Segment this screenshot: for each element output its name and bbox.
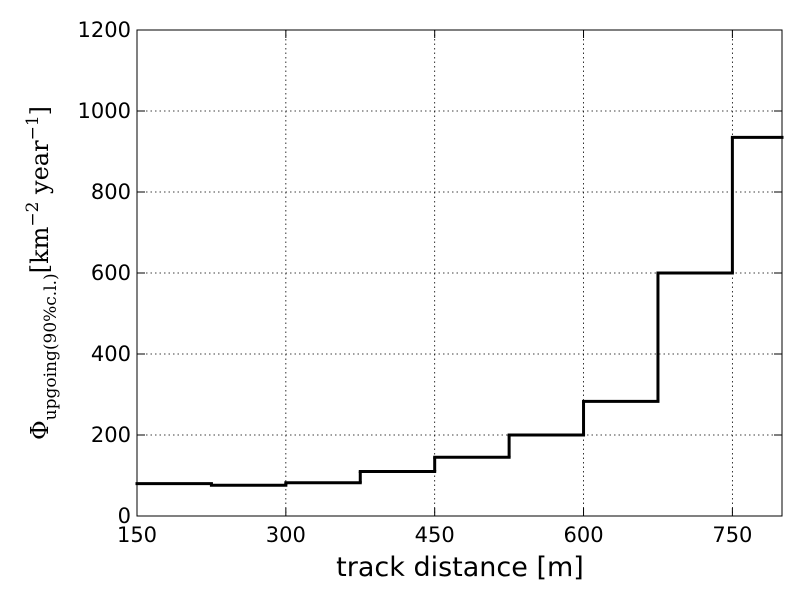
x-tick-label: 600 xyxy=(563,523,603,547)
y-label-part: Φ xyxy=(26,420,54,440)
y-label-part: ] xyxy=(26,106,54,115)
x-axis-label: track distance [m] xyxy=(336,552,584,583)
y-axis-label: Φupgoing(90%c.l.)[km−2 year−1] xyxy=(23,106,61,440)
y-tick-label: 200 xyxy=(91,423,131,447)
y-tick-label: 600 xyxy=(91,261,131,285)
x-tick-label: 450 xyxy=(415,523,455,547)
y-label-part: −2 xyxy=(23,202,43,227)
y-tick-label: 0 xyxy=(118,504,131,528)
x-tick-label: 300 xyxy=(266,523,306,547)
y-label-part: upgoing(90%c.l.) xyxy=(41,273,61,420)
y-tick-label: 800 xyxy=(91,180,131,204)
y-tick-label: 1000 xyxy=(78,99,131,123)
y-label-part: year xyxy=(26,140,54,202)
plot-frame xyxy=(136,29,783,517)
x-tick-label: 150 xyxy=(117,523,157,547)
x-tick-label: 750 xyxy=(712,523,752,547)
y-label-part: [km xyxy=(26,226,54,273)
y-tick-label: 400 xyxy=(91,342,131,366)
y-label-part: −1 xyxy=(23,115,43,140)
y-tick-label: 1200 xyxy=(78,18,131,42)
